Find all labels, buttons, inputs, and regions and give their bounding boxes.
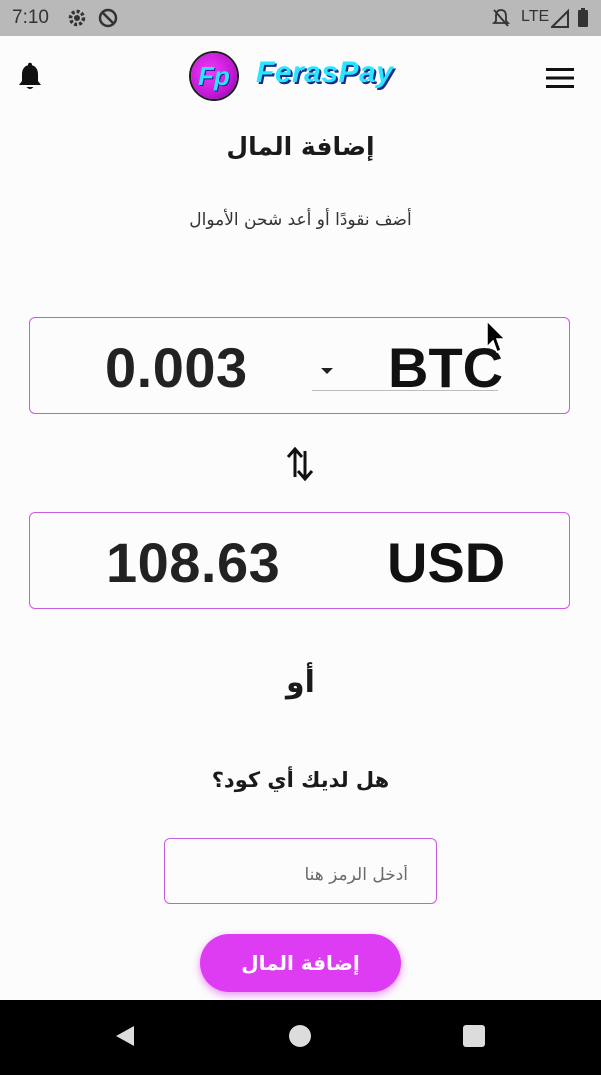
battery-icon — [577, 8, 589, 32]
notifications-off-icon — [491, 8, 511, 32]
fiat-amount-box[interactable]: 108.63 USD — [29, 512, 570, 609]
network-type: LTE — [521, 8, 550, 25]
crypto-amount-box[interactable]: 0.003 BTC — [29, 317, 570, 414]
add-money-button[interactable]: إضافة المال — [200, 934, 401, 992]
back-icon[interactable] — [114, 1024, 136, 1052]
or-divider-text: أو — [286, 665, 315, 700]
hamburger-menu-icon[interactable] — [546, 68, 574, 92]
swap-vertical-icon[interactable] — [286, 446, 314, 485]
status-bar: 7:10 LTE — [0, 0, 601, 36]
recent-apps-icon[interactable] — [463, 1025, 485, 1047]
bell-icon[interactable] — [16, 62, 44, 96]
promo-code-input[interactable] — [164, 838, 437, 904]
mouse-cursor-icon — [486, 319, 508, 358]
page-subtitle: أضف نقودًا أو أعد شحن الأموال — [189, 210, 412, 230]
page-title: إضافة المال — [226, 132, 375, 161]
settings-icon — [67, 8, 87, 32]
dropdown-underline — [312, 390, 498, 391]
status-time: 7:10 — [12, 7, 49, 28]
circle-slash-icon — [98, 8, 118, 32]
brand-logo: Fp — [191, 53, 237, 99]
brand-name: FerasPay — [256, 56, 394, 89]
fiat-currency-label: USD — [387, 531, 506, 594]
signal-icon — [549, 8, 569, 32]
app-bar: Fp FerasPay — [0, 36, 601, 116]
code-question: هل لديك أي كود؟ — [211, 768, 390, 792]
system-nav-bar — [0, 1000, 601, 1075]
fiat-amount-value[interactable]: 108.63 — [106, 531, 281, 594]
dropdown-arrow-icon[interactable] — [319, 361, 335, 380]
crypto-amount-value[interactable]: 0.003 — [105, 336, 248, 399]
crypto-currency-select[interactable]: BTC — [388, 336, 504, 399]
home-icon[interactable] — [289, 1025, 311, 1047]
